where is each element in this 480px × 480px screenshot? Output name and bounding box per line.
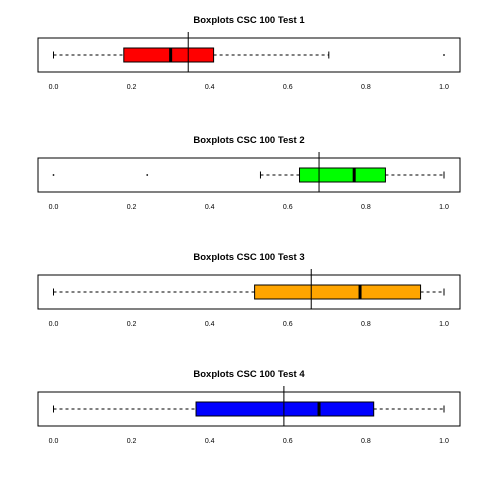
- x-tick-label: 0.8: [361, 321, 371, 328]
- x-tick-label: 0.2: [127, 438, 137, 445]
- iqr-box: [123, 47, 215, 63]
- boxplot-panel-2: Boxplots CSC 100 Test 2 0.0 0.2 0.4 0.6 0.8 1.…: [37, 135, 461, 211]
- x-tick-label: 0.0: [49, 438, 59, 445]
- x-tick-label: 0.6: [283, 438, 293, 445]
- x-tick-label: 0.8: [361, 438, 371, 445]
- x-tick-label: 0.2: [127, 204, 137, 211]
- outlier-point: [146, 174, 149, 176]
- boxplot-panel-1: Boxplots CSC 100 Test 1 0.0 0.2 0.4 0.6 0.8 1.…: [37, 15, 461, 91]
- panel-title: Boxplots CSC 100 Test 1: [193, 15, 305, 26]
- x-tick-label: 1.0: [439, 204, 449, 211]
- x-tick-label: 0.2: [127, 84, 137, 91]
- iqr-box: [195, 401, 375, 417]
- x-tick-label: 0.6: [283, 321, 293, 328]
- x-tick-label: 0.0: [49, 204, 59, 211]
- plot-frame: [37, 37, 461, 73]
- plot-frame: [37, 157, 461, 193]
- x-tick-label: 0.6: [283, 204, 293, 211]
- outlier-point: [443, 54, 445, 56]
- x-tick-label: 1.0: [439, 438, 449, 445]
- x-tick-label: 0.8: [361, 84, 371, 91]
- panel-title: Boxplots CSC 100 Test 2: [193, 135, 304, 146]
- panel-title: Boxplots CSC 100 Test 4: [193, 369, 305, 380]
- x-tick-label: 0.0: [49, 321, 59, 328]
- x-tick-label: 0.0: [49, 84, 59, 91]
- iqr-box: [254, 284, 422, 300]
- x-tick-label: 0.2: [127, 321, 137, 328]
- x-tick-label: 1.0: [439, 321, 449, 328]
- x-tick-label: 0.4: [205, 204, 215, 211]
- x-tick-label: 0.4: [205, 321, 215, 328]
- boxplot-panel-4: Boxplots CSC 100 Test 4 0.0 0.2 0.4 0.6 0.8 1.…: [37, 369, 461, 445]
- x-tick-label: 0.4: [205, 438, 215, 445]
- panel-title: Boxplots CSC 100 Test 3: [193, 252, 304, 263]
- boxplot-panel-3: Boxplots CSC 100 Test 3 0.0 0.2 0.4 0.6 0.8 1.…: [37, 252, 461, 328]
- plot-frame: [37, 274, 461, 310]
- x-tick-label: 0.4: [205, 84, 215, 91]
- plot-frame: [37, 391, 461, 427]
- outlier-point: [52, 174, 55, 176]
- x-tick-label: 0.8: [361, 204, 371, 211]
- x-tick-label: 1.0: [439, 84, 449, 91]
- iqr-box: [299, 167, 386, 183]
- x-tick-label: 0.6: [283, 84, 293, 91]
